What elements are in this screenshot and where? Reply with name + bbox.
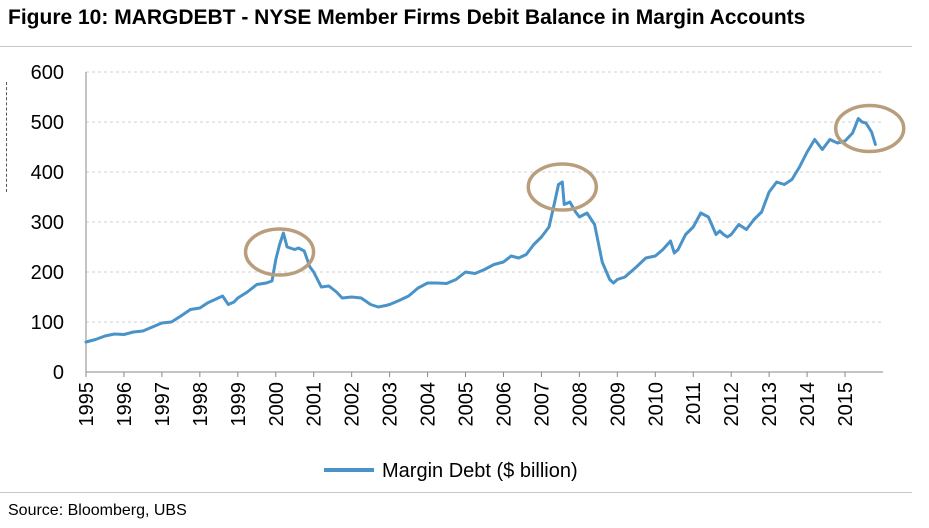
x-tick-label: 2012 — [721, 382, 743, 427]
axes — [85, 72, 883, 377]
highlight-circle — [526, 162, 599, 212]
legend: Margin Debt ($ billion) — [324, 460, 578, 482]
grid-lines — [86, 71, 883, 323]
x-tick-label: 2000 — [266, 382, 288, 427]
top-divider — [0, 46, 912, 47]
page-edge-marker — [6, 82, 7, 192]
y-tick-label: 400 — [31, 162, 64, 184]
x-tick-label: 2010 — [645, 382, 667, 427]
x-tick-label: 1998 — [190, 382, 212, 427]
x-tick-label: 2002 — [342, 382, 364, 427]
y-tick-label: 100 — [31, 312, 64, 334]
x-tick-label: 1996 — [114, 382, 136, 427]
x-tick-label: 2009 — [607, 382, 629, 427]
x-tick-label: 2001 — [304, 382, 326, 427]
x-tick-label: 2015 — [835, 382, 857, 427]
x-tick-label: 2011 — [683, 382, 705, 425]
x-tick-label: 2008 — [569, 382, 591, 427]
x-tick-label: 2007 — [531, 382, 553, 427]
x-tick-label: 1997 — [152, 382, 174, 427]
x-tick-label: 2003 — [380, 382, 402, 427]
y-tick-label: 0 — [53, 362, 64, 384]
x-tick-label: 2006 — [493, 382, 515, 427]
highlight-circle — [243, 227, 316, 277]
y-tick-label: 300 — [31, 212, 64, 234]
series-lines — [84, 117, 877, 344]
highlight-circles — [243, 103, 906, 277]
x-tick-label: 2005 — [456, 382, 478, 427]
x-tick-label: 2004 — [418, 382, 440, 427]
y-tick-labels: 0 100 200 300 400 500 600 — [31, 62, 64, 384]
x-tick-label: 2014 — [797, 382, 819, 427]
y-tick-label: 500 — [31, 112, 64, 134]
y-tick-label: 600 — [31, 62, 64, 84]
source-note: Source: Bloomberg, UBS — [8, 502, 187, 519]
x-tick-label: 1995 — [76, 382, 98, 427]
bottom-divider — [0, 492, 912, 493]
x-tick-labels: 1995 1996 1997 1998 1999 2000 2001 2002 2003 2004… — [76, 382, 857, 427]
y-tick-label: 200 — [31, 262, 64, 284]
series-line-margin-debt — [84, 117, 877, 344]
x-tick-label: 2013 — [759, 382, 781, 427]
legend-label-margin-debt: Margin Debt ($ billion) — [382, 460, 578, 482]
highlight-circle — [833, 103, 906, 154]
page-title: Figure 10: MARGDEBT - NYSE Member Firms … — [8, 6, 806, 29]
x-tick-label: 1999 — [228, 382, 250, 427]
